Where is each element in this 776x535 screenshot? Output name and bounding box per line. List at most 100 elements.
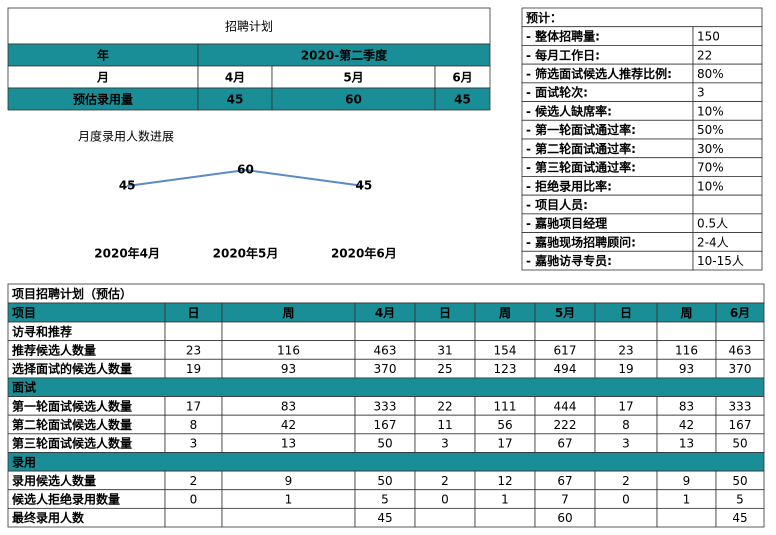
cell-value: 494 — [554, 362, 577, 376]
summary-value: 10-15人 — [697, 254, 744, 268]
summary-value: 22 — [697, 48, 712, 62]
cell — [715, 321, 765, 342]
cell-value: 0 — [441, 493, 449, 507]
cell — [594, 321, 658, 342]
cell — [7, 452, 765, 472]
cell-value: 116 — [675, 343, 698, 357]
summary-label: - 拒绝录用比率: — [526, 178, 612, 193]
cell-value: 19 — [618, 362, 633, 376]
cell — [221, 321, 356, 342]
cell-value: 154 — [494, 343, 517, 357]
estimate: 45 — [454, 93, 471, 107]
x-tick-label: 2020年6月 — [331, 246, 397, 261]
cell — [715, 507, 765, 528]
cell-value: 3 — [190, 437, 198, 451]
cell-value: 0 — [190, 493, 198, 507]
cell-value: 11 — [437, 418, 452, 432]
cell-value: 60 — [557, 511, 572, 525]
summary-label: - 面试轮次: — [526, 85, 588, 100]
summary-label: - 候选人缺席率: — [526, 103, 612, 118]
summary-label: - 嘉驰现场招聘顾问: — [526, 234, 636, 249]
cell-value: 50 — [732, 474, 747, 488]
data-label: 60 — [237, 163, 254, 177]
row-label: 录用候选人数量 — [12, 473, 96, 488]
cell-value: 167 — [729, 418, 752, 432]
section-label: 面试 — [12, 380, 36, 395]
cell-value: 19 — [186, 362, 201, 376]
row-label: 第三轮面试候选人数量 — [12, 436, 132, 451]
cell-value: 5 — [381, 493, 389, 507]
cell-value: 3 — [441, 437, 449, 451]
summary-value: 3 — [697, 86, 705, 100]
cell-value: 0 — [622, 493, 630, 507]
cell-value: 2 — [622, 474, 630, 488]
cell — [692, 250, 763, 271]
cell-text: 年 — [97, 48, 109, 63]
cell — [164, 321, 223, 342]
cell-value: 93 — [679, 362, 694, 376]
row-label: 推荐候选人数量 — [12, 342, 96, 357]
cell-value: 67 — [557, 474, 572, 488]
summary-title: 预计： — [526, 10, 562, 25]
cell-value: 45 — [732, 511, 747, 525]
column-header: 日 — [439, 306, 451, 320]
summary-label: - 嘉驰访寻专员: — [526, 253, 612, 268]
cell — [354, 321, 416, 342]
cell-value: 1 — [285, 493, 293, 507]
cell-value: 7 — [561, 493, 569, 507]
summary-label: - 筛选面试候选人推荐比例: — [526, 66, 672, 81]
cell-value: 370 — [729, 362, 752, 376]
cell — [594, 507, 658, 528]
cell-value: 9 — [683, 474, 691, 488]
cell-value: 42 — [679, 418, 694, 432]
month: 6月 — [452, 71, 472, 85]
cell — [164, 507, 223, 528]
cell — [474, 507, 536, 528]
plan-title: 招聘计划 — [225, 20, 273, 34]
month: 4月 — [225, 71, 245, 85]
estimate: 60 — [345, 93, 362, 107]
summary-value: 30% — [697, 142, 724, 156]
cell-value: 5 — [736, 493, 744, 507]
summary-value: 150 — [697, 30, 720, 44]
summary-label: - 项目人员: — [526, 197, 588, 212]
cell-text: 预估录用量 — [73, 92, 133, 107]
row-label: 最终录用人数 — [12, 510, 85, 525]
cell-value: 167 — [374, 418, 397, 432]
cell-value: 83 — [679, 399, 694, 413]
cell-value: 370 — [374, 362, 397, 376]
cell-value: 17 — [186, 399, 201, 413]
cell-value: 2 — [441, 474, 449, 488]
cell-value: 13 — [281, 437, 296, 451]
cell-value: 1 — [683, 493, 691, 507]
cell-value: 23 — [186, 343, 201, 357]
summary-value: 2-4人 — [697, 235, 729, 249]
cell-value: 111 — [494, 399, 517, 413]
month: 5月 — [343, 71, 363, 85]
row-label: 选择面试的候选人数量 — [12, 361, 132, 376]
data-label: 45 — [355, 179, 372, 193]
cell — [414, 507, 476, 528]
cell-value: 67 — [557, 437, 572, 451]
cell-value: 123 — [494, 362, 517, 376]
cell-value: 333 — [374, 399, 397, 413]
summary-label: - 嘉驰项目经理 — [526, 216, 607, 231]
cell — [692, 194, 763, 215]
summary-label: - 第二轮面试通过率: — [526, 141, 636, 156]
cell-value: 23 — [618, 343, 633, 357]
estimate: 45 — [227, 93, 244, 107]
cell — [414, 321, 476, 342]
cell-value: 31 — [437, 343, 452, 357]
cell-value: 222 — [554, 418, 577, 432]
cell-value: 13 — [679, 437, 694, 451]
cell-value: 83 — [281, 399, 296, 413]
cell-value: 56 — [497, 418, 512, 432]
cell — [7, 377, 765, 397]
cell-value: 12 — [497, 474, 512, 488]
cell — [221, 507, 356, 528]
summary-value: 0.5人 — [697, 217, 728, 231]
cell-value: 9 — [285, 474, 293, 488]
column-header: 4月 — [375, 306, 395, 320]
cell — [434, 87, 491, 111]
